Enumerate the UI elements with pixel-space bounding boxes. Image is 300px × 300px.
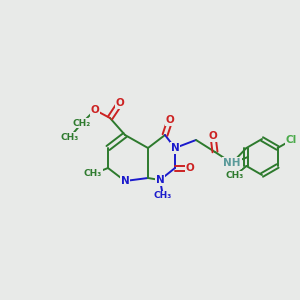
Text: N: N: [171, 143, 179, 153]
Text: NH: NH: [223, 158, 241, 168]
Text: N: N: [156, 175, 164, 185]
Text: CH₃: CH₃: [84, 169, 102, 178]
Text: O: O: [166, 115, 174, 125]
Text: O: O: [208, 131, 217, 141]
Text: O: O: [116, 98, 124, 108]
Text: CH₃: CH₃: [154, 191, 172, 200]
Text: Cl: Cl: [286, 135, 297, 145]
Text: O: O: [91, 105, 99, 115]
Text: O: O: [186, 163, 194, 173]
Text: N: N: [121, 176, 129, 186]
Text: CH₂: CH₂: [73, 118, 91, 127]
Text: CH₃: CH₃: [61, 133, 79, 142]
Text: CH₃: CH₃: [225, 172, 244, 181]
